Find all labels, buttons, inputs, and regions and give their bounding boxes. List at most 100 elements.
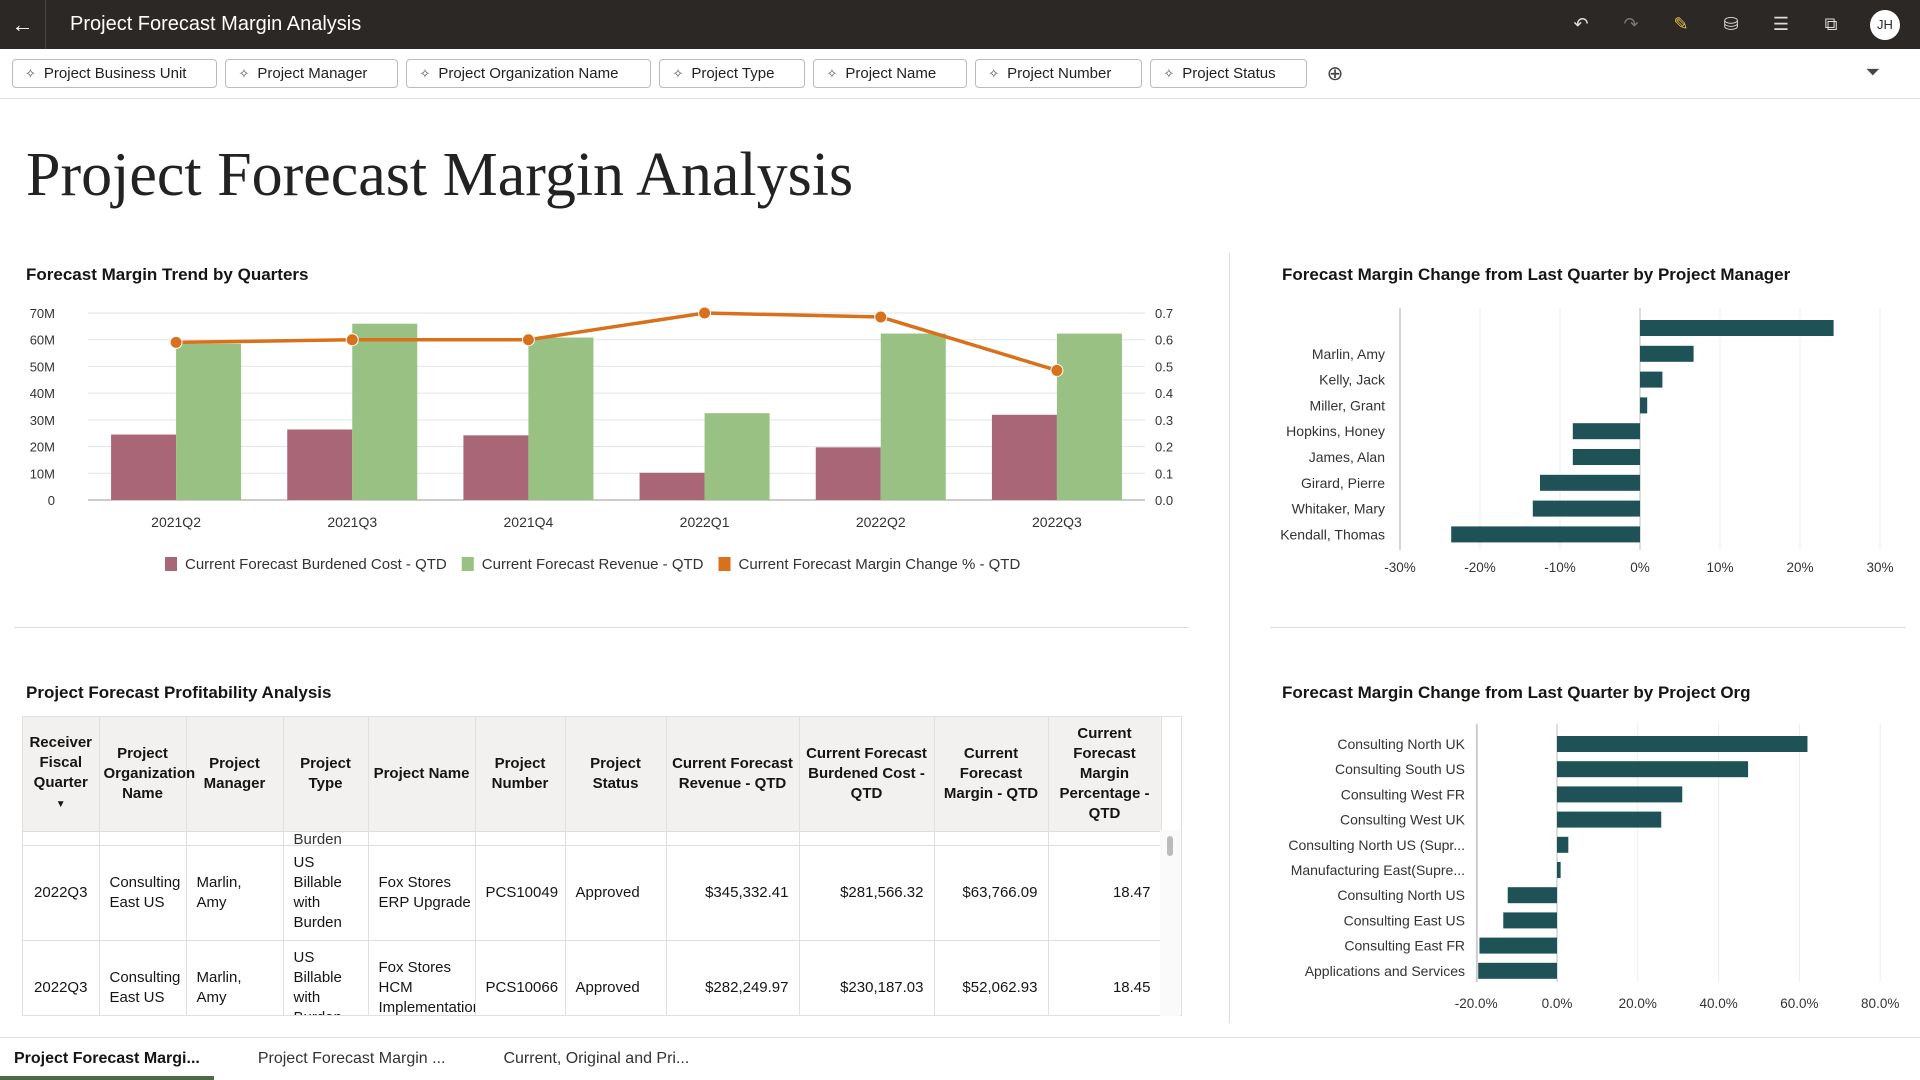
- bar[interactable]: [1451, 526, 1640, 543]
- y2-tick-label: 0.0: [1155, 493, 1173, 508]
- bar[interactable]: [1640, 371, 1663, 388]
- revenue-bar[interactable]: [1056, 333, 1122, 500]
- revenue-bar[interactable]: [880, 333, 946, 500]
- column-header[interactable]: Project Organization Name: [99, 717, 195, 831]
- legend-label: Current Forecast Margin Change % - QTD: [739, 556, 1021, 573]
- bar[interactable]: [1572, 423, 1640, 440]
- revenue-bar[interactable]: [352, 323, 418, 500]
- table-row[interactable]: 2022Q3 Consulting East US Marlin, Amy US Bi…: [23, 844, 1162, 940]
- legend-label: Current Forecast Revenue - QTD: [482, 556, 704, 573]
- bar[interactable]: [1478, 962, 1557, 979]
- margin-point[interactable]: [521, 333, 535, 347]
- cost-bar[interactable]: [463, 435, 529, 500]
- bar[interactable]: [1557, 786, 1683, 803]
- revenue-bar[interactable]: [528, 337, 594, 500]
- cost-bar[interactable]: [991, 414, 1057, 500]
- sort-desc-icon[interactable]: ▼: [55, 798, 66, 810]
- bar[interactable]: [1557, 836, 1569, 853]
- x-tick-label: 0.0%: [1542, 996, 1573, 1011]
- y-tick-label: 20M: [30, 440, 55, 455]
- x-tick-label: -20%: [1464, 560, 1496, 575]
- category-label: Consulting East FR: [1344, 938, 1465, 954]
- cell: Consulting East US: [99, 844, 187, 940]
- manager-chart: -30% -20% -10% 0% 10% 20% 30% Marlin, Amy Kelly,…: [1280, 308, 1894, 575]
- column-header[interactable]: Project Name: [368, 717, 476, 831]
- filter-chip[interactable]: ✧ Project Type: [659, 59, 806, 88]
- y-tick-label: 0: [48, 493, 55, 508]
- bar[interactable]: [1479, 937, 1557, 954]
- column-header[interactable]: Project Manager: [186, 717, 284, 831]
- filter-chip[interactable]: ✧ Project Name: [813, 59, 968, 88]
- margin-point[interactable]: [1050, 363, 1064, 377]
- margin-point[interactable]: [698, 306, 712, 320]
- filter-chip[interactable]: ✧ Project Status: [1150, 59, 1307, 88]
- filter-chip[interactable]: ✧ Project Organization Name: [406, 59, 652, 88]
- column-header[interactable]: Current Forecast Margin - QTD: [934, 717, 1049, 831]
- bar[interactable]: [1557, 761, 1749, 778]
- bar[interactable]: [1640, 397, 1648, 414]
- column-header[interactable]: Current Forecast Margin Percentage - QTD: [1048, 717, 1162, 831]
- revenue-bar[interactable]: [704, 413, 770, 500]
- report-tab[interactable]: Project Forecast Margi...: [0, 1038, 214, 1080]
- add-filter-icon[interactable]: ⊕: [1326, 63, 1344, 85]
- bar[interactable]: [1540, 474, 1640, 491]
- y2-tick-label: 0.6: [1155, 333, 1173, 348]
- x-tick-label: 80.0%: [1861, 996, 1899, 1011]
- cell: Burden: [283, 830, 369, 845]
- filter-chip[interactable]: ✧ Project Business Unit: [12, 59, 218, 88]
- bar[interactable]: [1640, 345, 1694, 362]
- cost-bar[interactable]: [287, 429, 353, 500]
- margin-point[interactable]: [874, 310, 888, 324]
- margin-point[interactable]: [345, 333, 359, 347]
- category-label: Manufacturing East(Supre...: [1291, 862, 1465, 878]
- x-tick-label: -10%: [1544, 560, 1576, 575]
- table-scrollbar[interactable]: [1160, 830, 1180, 1016]
- back-arrow-icon[interactable]: ←: [0, 0, 46, 49]
- bar[interactable]: [1640, 320, 1834, 336]
- bar[interactable]: [1572, 449, 1640, 465]
- data-icon[interactable]: ⛁: [1723, 14, 1739, 34]
- bar[interactable]: [1532, 500, 1640, 517]
- report-tab[interactable]: Project Forecast Margin ...: [257, 1050, 446, 1067]
- bar[interactable]: [1557, 736, 1808, 752]
- category-label: Consulting West FR: [1341, 786, 1465, 802]
- cell: $63,766.09: [934, 844, 1049, 940]
- column-header[interactable]: Project Number: [475, 717, 566, 831]
- filter-chip[interactable]: ✧ Project Manager: [225, 59, 399, 88]
- bar[interactable]: [1503, 912, 1557, 929]
- filter-icon[interactable]: ⏷: [1865, 62, 1880, 82]
- bar[interactable]: [1557, 811, 1662, 828]
- column-header-label: Current Forecast Revenue - QTD: [672, 754, 793, 792]
- category-label: Consulting East US: [1344, 912, 1465, 928]
- column-header[interactable]: Project Type: [283, 717, 369, 831]
- edit-icon[interactable]: ✎: [1673, 14, 1689, 34]
- bar[interactable]: [1507, 887, 1557, 904]
- undo-icon[interactable]: ↶: [1573, 14, 1589, 34]
- legend-swatch: [165, 557, 177, 571]
- comment-icon[interactable]: ☰: [1772, 14, 1790, 34]
- present-icon[interactable]: ⧉: [1824, 14, 1838, 34]
- filter-chip[interactable]: ✧ Project Number: [975, 59, 1143, 88]
- filter-label: Project Organization Name: [438, 65, 619, 82]
- cost-bar[interactable]: [815, 447, 881, 500]
- column-header-label: Project Manager: [203, 754, 266, 792]
- column-header[interactable]: Current Forecast Burdened Cost - QTD: [799, 717, 935, 831]
- revenue-bar[interactable]: [176, 343, 242, 500]
- margin-point[interactable]: [169, 335, 183, 349]
- cost-bar[interactable]: [111, 434, 177, 500]
- column-header[interactable]: Current Forecast Revenue - QTD: [666, 717, 800, 831]
- redo-icon[interactable]: ↷: [1623, 14, 1639, 34]
- report-tab[interactable]: Current, Original and Pri...: [503, 1050, 690, 1067]
- cell: $52,062.93: [934, 939, 1049, 1015]
- y2-tick-label: 0.2: [1155, 440, 1173, 455]
- column-header-label: Project Organization Name: [103, 744, 196, 802]
- cost-bar[interactable]: [639, 472, 705, 500]
- bar[interactable]: [1557, 862, 1561, 878]
- table-row[interactable]: 2022Q3 Consulting East US Marlin, Amy US Bi…: [23, 939, 1162, 1015]
- column-header[interactable]: Project Status: [565, 717, 667, 831]
- y-tick-label: 30M: [30, 413, 55, 428]
- filter-label: Project Name: [845, 65, 937, 82]
- column-header[interactable]: Receiver Fiscal Quarter ▼: [23, 717, 100, 831]
- cell: Fox Stores HCM Implementation: [368, 939, 476, 1015]
- avatar[interactable]: JH: [1870, 9, 1900, 40]
